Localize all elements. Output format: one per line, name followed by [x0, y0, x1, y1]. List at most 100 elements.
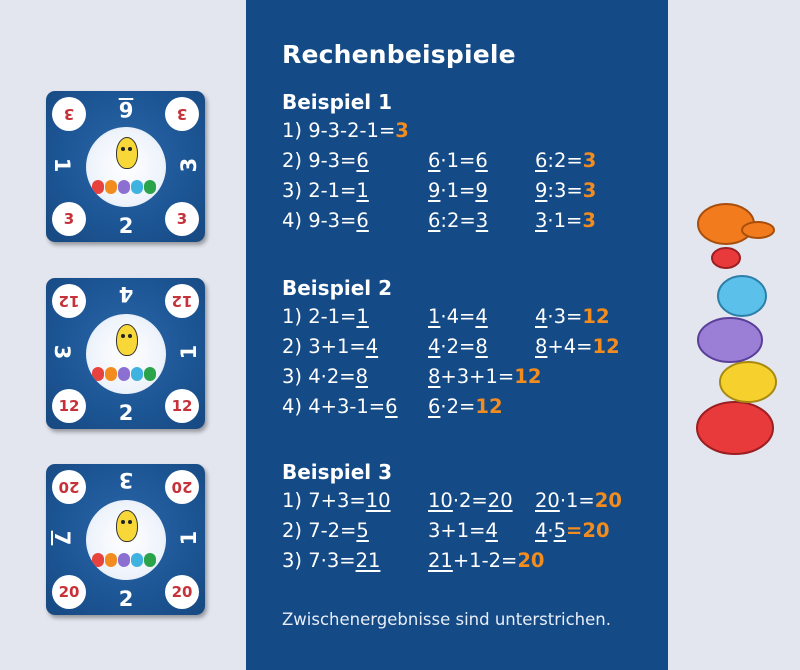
equation-text: ·2=	[440, 335, 476, 358]
equation-text: 1) 2-1=	[282, 305, 357, 328]
card-corner-bottom-left: 20	[52, 575, 86, 609]
intermediate-result: 3	[535, 209, 548, 232]
page-title: Rechenbeispiele	[282, 40, 516, 69]
equation-row: 4) 4+3-1=6 6·2=12	[282, 392, 503, 422]
equation-row: 1) 7+3=10 10·2=20 20·1=20	[282, 486, 622, 516]
card-corner-bottom-right: 20	[165, 575, 199, 609]
card-number-top: 4	[118, 282, 134, 306]
equation-row: 3) 7·3=21 21+1-2=20	[282, 546, 545, 576]
equation-text: :2=	[547, 149, 583, 172]
checkit-logo-icon	[92, 552, 160, 568]
intermediate-result: 8	[475, 335, 488, 358]
card-3: 20 20 20 20 3 7 1 2	[46, 464, 205, 615]
final-result: 12	[592, 335, 620, 358]
final-result: 12	[475, 395, 503, 418]
equation-text: 1) 7+3=	[282, 489, 366, 512]
intermediate-result: 4	[475, 305, 488, 328]
equation-text: 3) 2-1=	[282, 179, 357, 202]
card-number-right: 1	[177, 530, 201, 546]
equation-text: ·2=	[452, 489, 488, 512]
card-number-top: 6	[118, 97, 134, 121]
equation-row: 3) 2-1=1 9·1=9 9:3=3	[282, 176, 596, 206]
equation-text: ·4=	[440, 305, 476, 328]
equation-row: 1) 9-3-2-1=3	[282, 116, 409, 146]
equation-text: 3) 4·2=	[282, 365, 356, 388]
final-result: 12	[582, 305, 610, 328]
example-3: Beispiel 3 1) 7+3=10 10·2=20 20·1=20 2) …	[282, 458, 622, 576]
checkit-logo-circle	[86, 314, 166, 394]
example-heading: Beispiel 2	[282, 276, 393, 300]
equation-text: ·1=	[440, 149, 476, 172]
equation-text: ·	[547, 519, 554, 542]
mascot-icon	[116, 324, 138, 356]
equation-text: +1-2=	[452, 549, 518, 572]
card-corner-top-right: 20	[165, 470, 199, 504]
equation-row: 4) 9-3=6 6:2=3 3·1=3	[282, 206, 596, 236]
equation-text: ·3=	[547, 305, 583, 328]
equation-text: ·1=	[547, 209, 583, 232]
equation-row: 2) 7-2=5 3+1=4 4·5=20	[282, 516, 610, 546]
card-number-top: 3	[118, 468, 134, 492]
equation-text: ·2=	[440, 395, 476, 418]
final-result: 12	[514, 365, 542, 388]
intermediate-result: 4	[535, 305, 548, 328]
intermediate-result: 6	[428, 149, 441, 172]
final-result: 3	[582, 209, 596, 232]
intermediate-result: 9	[475, 179, 488, 202]
card-corner-top-left: 12	[52, 284, 86, 318]
mascot-icon	[116, 137, 138, 169]
card-corner-top-left: 20	[52, 470, 86, 504]
example-2: Beispiel 2 1) 2-1=1 1·4=4 4·3=12 2) 3+1=…	[282, 274, 620, 422]
equation-text: :3=	[547, 179, 583, 202]
intermediate-result: 1	[356, 179, 369, 202]
intermediate-result: 9	[535, 179, 548, 202]
equation-text: 1) 9-3-2-1=	[282, 119, 396, 142]
intermediate-result: 10	[428, 489, 453, 512]
equation-text: 2) 7-2=	[282, 519, 357, 542]
card-corner-top-right: 3	[165, 97, 199, 131]
footnote: Zwischenergebnisse sind unterstrichen.	[282, 610, 611, 629]
intermediate-result: 20	[535, 489, 560, 512]
intermediate-result: 8	[535, 335, 548, 358]
intermediate-result: 1	[356, 305, 369, 328]
intermediate-result: 5	[356, 519, 369, 542]
intermediate-result: 4	[365, 335, 379, 358]
equation-text: 4) 9-3=	[282, 209, 357, 232]
card-corner-top-right: 12	[165, 284, 199, 318]
card-2: 12 12 12 12 4 3 1 2	[46, 278, 205, 429]
intermediate-result: 4	[535, 519, 548, 542]
card-number-bottom: 2	[118, 401, 134, 425]
intermediate-result: 3	[475, 209, 489, 232]
checkit-vertical-logo-icon	[696, 203, 777, 455]
checkit-logo-icon	[92, 179, 160, 195]
intermediate-result: 4	[428, 335, 441, 358]
final-result: 20	[594, 489, 622, 512]
card-number-left: 1	[50, 157, 74, 173]
intermediate-result: 9	[428, 179, 441, 202]
equation-text: :2=	[440, 209, 476, 232]
equation-text: ·1=	[559, 489, 595, 512]
intermediate-result: 8	[355, 365, 368, 388]
card-number-right: 3	[177, 157, 201, 173]
card-number-right: 1	[177, 344, 201, 360]
final-result: =20	[566, 519, 610, 542]
intermediate-result: 10	[365, 489, 391, 512]
intermediate-result: 8	[428, 365, 441, 388]
equation-text: 2) 9-3=	[282, 149, 357, 172]
intermediate-result: 21	[355, 549, 381, 572]
intermediate-result: 6	[428, 395, 441, 418]
card-corner-top-left: 3	[52, 97, 86, 131]
equation-text: 3+1=	[428, 519, 486, 542]
example-1: Beispiel 1 1) 9-3-2-1=3 2) 9-3=6 6·1=6 6…	[282, 88, 596, 236]
equation-text: 2) 3+1=	[282, 335, 366, 358]
checkit-logo-icon	[92, 366, 160, 382]
equation-text: +4=	[547, 335, 593, 358]
example-heading: Beispiel 3	[282, 460, 393, 484]
intermediate-result: 6	[475, 149, 488, 172]
checkit-logo-circle	[86, 500, 166, 580]
card-corner-bottom-left: 12	[52, 389, 86, 423]
card-corner-bottom-left: 3	[52, 202, 86, 236]
card-number-bottom: 2	[118, 587, 134, 611]
card-number-left: 3	[50, 344, 74, 360]
final-result: 3	[395, 119, 409, 142]
